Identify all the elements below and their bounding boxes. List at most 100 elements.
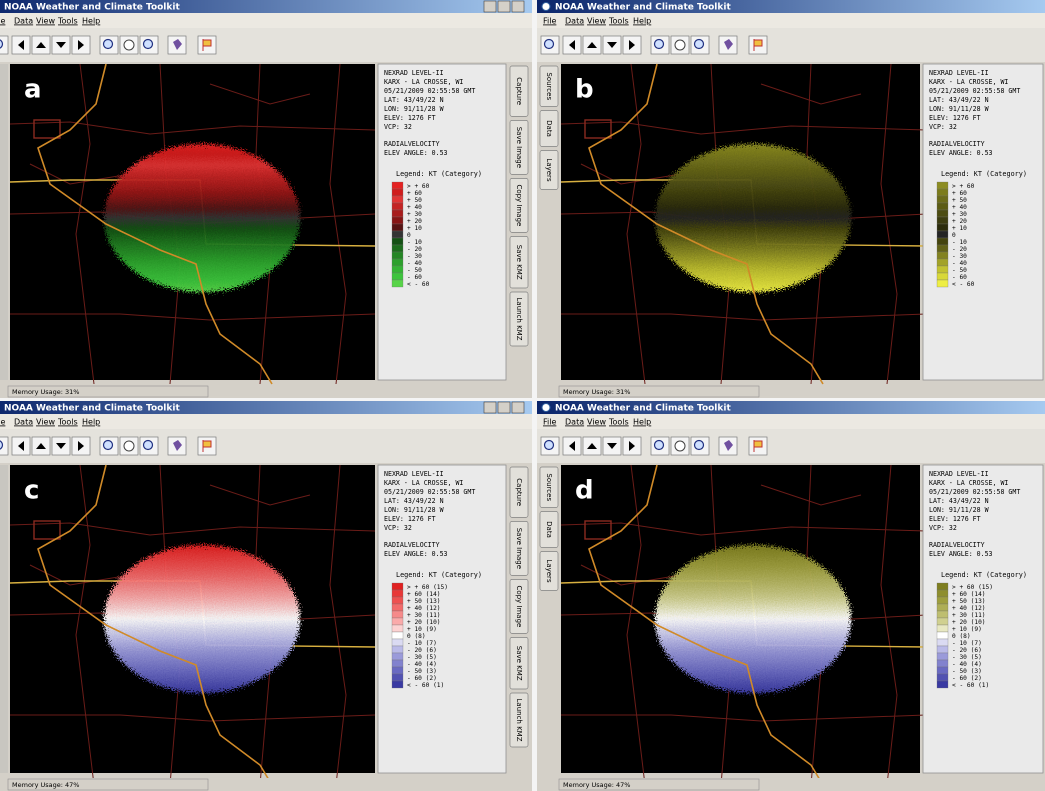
toolbar-button[interactable] bbox=[650, 35, 670, 55]
menu-item[interactable]: Data bbox=[14, 17, 33, 26]
toolbar-button[interactable] bbox=[99, 436, 119, 456]
side-tab[interactable]: Save KMZ bbox=[509, 236, 529, 289]
side-tab[interactable]: Data bbox=[539, 110, 559, 147]
menu-item[interactable]: File bbox=[0, 17, 5, 26]
toolbar-button[interactable] bbox=[167, 35, 187, 55]
toolbar-button[interactable] bbox=[718, 436, 738, 456]
toolbar-button[interactable] bbox=[582, 436, 602, 456]
legend-swatch bbox=[391, 680, 404, 689]
tab-face bbox=[509, 178, 529, 233]
toolbar-button[interactable] bbox=[540, 436, 560, 456]
menu-item[interactable]: Data bbox=[14, 418, 33, 427]
side-tab[interactable]: Copy Image bbox=[509, 178, 529, 233]
menu-item[interactable]: Tools bbox=[57, 17, 78, 26]
menu-item[interactable]: Help bbox=[82, 17, 100, 26]
window-button[interactable] bbox=[511, 401, 525, 414]
toolbar-button[interactable] bbox=[71, 436, 91, 456]
side-tab[interactable]: Layers bbox=[539, 551, 559, 591]
side-tab[interactable]: Data bbox=[539, 511, 559, 548]
window-button[interactable] bbox=[497, 0, 511, 13]
side-tab[interactable]: Sources bbox=[539, 466, 559, 508]
toolbar-button[interactable] bbox=[670, 436, 690, 456]
county-road bbox=[75, 63, 95, 385]
menu-item[interactable]: Tools bbox=[57, 418, 78, 427]
toolbar-button[interactable] bbox=[139, 35, 159, 55]
toolbar-button[interactable] bbox=[51, 35, 71, 55]
side-tab[interactable]: Sources bbox=[539, 65, 559, 107]
toolbar-button[interactable] bbox=[119, 35, 139, 55]
menu-item[interactable]: File bbox=[543, 17, 556, 26]
toolbar-button[interactable] bbox=[650, 436, 670, 456]
menu-item[interactable]: Help bbox=[633, 418, 651, 427]
menu-item[interactable]: View bbox=[587, 418, 606, 427]
menu-item[interactable]: View bbox=[36, 17, 55, 26]
menu-item[interactable]: View bbox=[587, 17, 606, 26]
toolbar-button[interactable] bbox=[748, 436, 768, 456]
icon bbox=[753, 440, 763, 452]
toolbar-button[interactable] bbox=[582, 35, 602, 55]
city bbox=[584, 520, 612, 540]
toolbar-button[interactable] bbox=[197, 436, 217, 456]
toolbar-button[interactable] bbox=[167, 436, 187, 456]
menu-item[interactable]: Data bbox=[565, 17, 584, 26]
toolbar-button[interactable] bbox=[11, 35, 31, 55]
toolbar-button[interactable] bbox=[602, 35, 622, 55]
toolbar-button[interactable] bbox=[99, 35, 119, 55]
window-button[interactable] bbox=[497, 401, 511, 414]
menu-item[interactable]: Data bbox=[565, 418, 584, 427]
toolbar-button[interactable] bbox=[31, 35, 51, 55]
menu-item[interactable]: File bbox=[0, 418, 5, 427]
side-tab[interactable]: Save KMZ bbox=[509, 637, 529, 690]
side-tab[interactable]: Capture bbox=[509, 65, 529, 117]
menu-item[interactable]: View bbox=[36, 418, 55, 427]
county-road bbox=[626, 63, 646, 385]
legend-title: Legend: KT (Category) bbox=[396, 170, 482, 178]
toolbar-button[interactable] bbox=[139, 436, 159, 456]
menu-item[interactable]: Help bbox=[82, 418, 100, 427]
side-tab[interactable]: Launch KMZ bbox=[509, 692, 529, 748]
toolbar-button[interactable] bbox=[540, 35, 560, 55]
toolbar-button[interactable] bbox=[31, 436, 51, 456]
radar-echo bbox=[104, 144, 300, 292]
menu-item[interactable]: File bbox=[543, 418, 556, 427]
legend-swatch bbox=[936, 603, 949, 612]
map: c bbox=[9, 464, 376, 786]
window-button[interactable] bbox=[483, 0, 497, 13]
toolbar-button[interactable] bbox=[119, 436, 139, 456]
menu-item[interactable]: Tools bbox=[608, 17, 629, 26]
legend-swatch bbox=[391, 195, 404, 204]
window-button[interactable] bbox=[483, 401, 497, 414]
side-tab[interactable]: Launch KMZ bbox=[509, 291, 529, 347]
side-tab[interactable]: Save Image bbox=[509, 120, 529, 175]
toolbar-button[interactable] bbox=[602, 436, 622, 456]
toolbar-button[interactable] bbox=[690, 35, 710, 55]
toolbar-button[interactable] bbox=[562, 436, 582, 456]
side-tab[interactable]: Copy Image bbox=[509, 579, 529, 634]
icon bbox=[629, 441, 635, 451]
toolbar-button[interactable] bbox=[748, 35, 768, 55]
icon bbox=[693, 38, 705, 50]
menu-item[interactable]: Tools bbox=[608, 418, 629, 427]
tab-label: Layers bbox=[545, 158, 553, 182]
toolbar-button[interactable] bbox=[51, 436, 71, 456]
toolbar-button[interactable] bbox=[690, 436, 710, 456]
side-tab[interactable]: Layers bbox=[539, 150, 559, 190]
menu-item[interactable]: Help bbox=[633, 17, 651, 26]
toolbar-button[interactable] bbox=[197, 35, 217, 55]
toolbar-button[interactable] bbox=[11, 436, 31, 456]
icon bbox=[693, 439, 705, 451]
toolbar-button[interactable] bbox=[0, 35, 9, 55]
window-button[interactable] bbox=[511, 0, 525, 13]
toolbar-button[interactable] bbox=[622, 35, 642, 55]
side-tab[interactable]: Save Image bbox=[509, 521, 529, 576]
legend-label: - 50 (3) bbox=[407, 668, 437, 675]
legend-swatch bbox=[391, 610, 404, 619]
side-tab[interactable]: Capture bbox=[509, 466, 529, 518]
toolbar-button[interactable] bbox=[0, 436, 9, 456]
toolbar-button[interactable] bbox=[622, 436, 642, 456]
county-road bbox=[626, 464, 646, 786]
toolbar-button[interactable] bbox=[670, 35, 690, 55]
toolbar-button[interactable] bbox=[562, 35, 582, 55]
toolbar-button[interactable] bbox=[71, 35, 91, 55]
toolbar-button[interactable] bbox=[718, 35, 738, 55]
